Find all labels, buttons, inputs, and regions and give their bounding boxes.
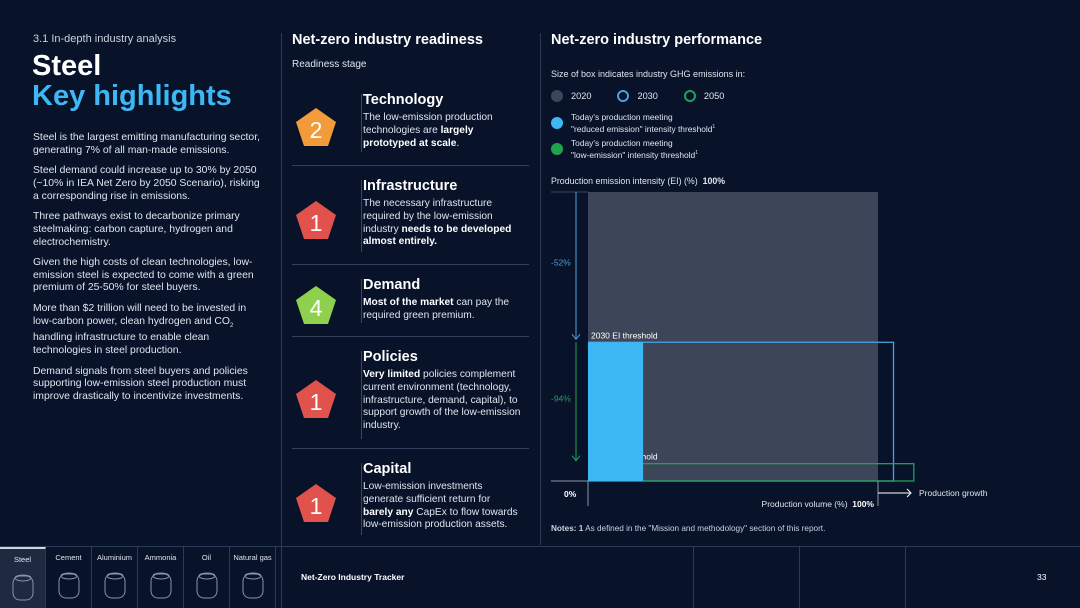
- svg-text:1: 1: [310, 389, 323, 415]
- svg-text:4: 4: [310, 295, 323, 321]
- card-description: The low-emission production technologies…: [363, 112, 493, 149]
- pentagon-score-icon: 4: [295, 285, 337, 325]
- legend-2030-swatch: [617, 90, 630, 102]
- industry-icon: [58, 572, 79, 599]
- page-number: 33: [1037, 572, 1047, 582]
- legend-caption: Size of box indicates industry GHG emiss…: [551, 69, 746, 79]
- industry-icon: [12, 574, 33, 601]
- highlight: Given the high costs of clean technologi…: [33, 256, 254, 294]
- section-label: 3.1 In-depth industry analysis: [33, 33, 177, 45]
- legend-low-label: Today's production meeting "low-emission"…: [571, 138, 698, 160]
- industry-icon: [242, 572, 263, 599]
- legend-2020-swatch: [551, 90, 563, 102]
- pentagon-score-icon: 1: [295, 200, 337, 240]
- svg-text:1: 1: [310, 210, 323, 236]
- highlight: Demand signals from steel buyers and pol…: [33, 365, 248, 403]
- card-title: Demand: [363, 277, 421, 293]
- highlight: Three pathways exist to decarbonize prim…: [33, 210, 240, 248]
- pentagon-score-icon: 1: [295, 379, 337, 419]
- legend-reduced-swatch: [551, 116, 563, 129]
- origin-label: 0%: [564, 489, 577, 499]
- svg-text:1: 1: [310, 493, 323, 519]
- highlight: More than $2 trillion will need to be in…: [33, 302, 247, 357]
- card-description: Very limited policies complement current…: [363, 369, 521, 432]
- readiness-title: Net-zero industry readiness: [292, 32, 483, 48]
- legend-reduced: Today's production meeting "reduced emiss…: [551, 112, 715, 134]
- card-title: Technology: [363, 92, 444, 108]
- reduction-label: -52%: [551, 258, 571, 268]
- x-axis-label: Production volume (%) 100%: [762, 499, 875, 509]
- industry-icon: [196, 572, 217, 599]
- readiness-card-infrastructure: 1 Infrastructure The necessary infrastru…: [292, 178, 529, 258]
- tab-steel[interactable]: Steel: [0, 547, 46, 608]
- card-description: The necessary infrastructure required by…: [363, 198, 512, 248]
- notes: Notes: 1 As defined in the "Mission and …: [551, 524, 826, 533]
- readiness-card-policies: 1 Policies Very limited policies complem…: [292, 349, 529, 445]
- box-reduced-emission: [588, 342, 644, 481]
- reduction-label: -94%: [551, 393, 571, 403]
- card-title: Capital: [363, 461, 412, 477]
- arrow-right-icon: [906, 488, 912, 498]
- card-title: Policies: [363, 349, 418, 365]
- legend-low: Today's production meeting "low-emission"…: [551, 138, 698, 160]
- arrowhead-icon: [571, 455, 581, 462]
- industry-icon: [104, 572, 125, 599]
- highlight: Steel demand could increase up to 30% by…: [33, 165, 260, 202]
- pentagon-score-icon: 2: [295, 107, 337, 147]
- arrowhead-icon: [571, 333, 581, 341]
- growth-label: Production growth: [919, 488, 988, 498]
- tracker-label: Net-Zero Industry Tracker: [301, 572, 405, 582]
- tab-oil[interactable]: Oil: [184, 547, 230, 608]
- performance-title: Net-zero industry performance: [551, 32, 763, 48]
- tab-natural-gas[interactable]: Natural gas: [230, 547, 276, 608]
- highlights-list: Steel is the largest emitting manufactur…: [33, 132, 265, 411]
- tab-aluminium[interactable]: Aluminium: [92, 547, 138, 608]
- pentagon-score-icon: 1: [295, 483, 337, 523]
- card-description: Most of the market can pay the required …: [363, 297, 510, 321]
- readiness-subtitle: Readiness stage: [292, 59, 367, 70]
- legend-2020-label: 2020: [571, 91, 592, 101]
- y-axis-label: Production emission intensity (EI) (%) 1…: [551, 176, 726, 186]
- legend-reduced-label: Today's production meeting "reduced emiss…: [571, 112, 716, 134]
- legend-2050-label: 2050: [703, 91, 725, 101]
- card-title: Infrastructure: [363, 178, 458, 194]
- threshold-label-2030: 2030 EI threshold: [591, 330, 658, 340]
- page-title: Steel: [32, 50, 102, 82]
- card-description: Low-emission investments generate suffic…: [363, 481, 518, 531]
- performance-chart: 2030 EI threshold2050 EI threshold-52%-9…: [551, 191, 988, 509]
- tab-cement[interactable]: Cement: [46, 547, 92, 608]
- legend-2050-swatch: [683, 90, 696, 102]
- legend-2030-label: 2030: [637, 91, 658, 101]
- page-subtitle: Key highlights: [32, 80, 232, 112]
- legend-years: 2020 2030 2050: [551, 90, 724, 102]
- readiness-card-capital: 1 Capital Low-emission investments gener…: [292, 461, 529, 541]
- svg-text:2: 2: [310, 117, 323, 143]
- readiness-card-technology: 2 Technology The low-emission production…: [292, 92, 529, 158]
- industry-icon: [150, 572, 171, 599]
- highlight: Steel is the largest emitting manufactur…: [33, 132, 260, 156]
- legend-low-swatch: [551, 142, 563, 155]
- tab-ammonia[interactable]: Ammonia: [138, 547, 184, 608]
- readiness-card-demand: 4 Demand Most of the market can pay the …: [292, 277, 529, 329]
